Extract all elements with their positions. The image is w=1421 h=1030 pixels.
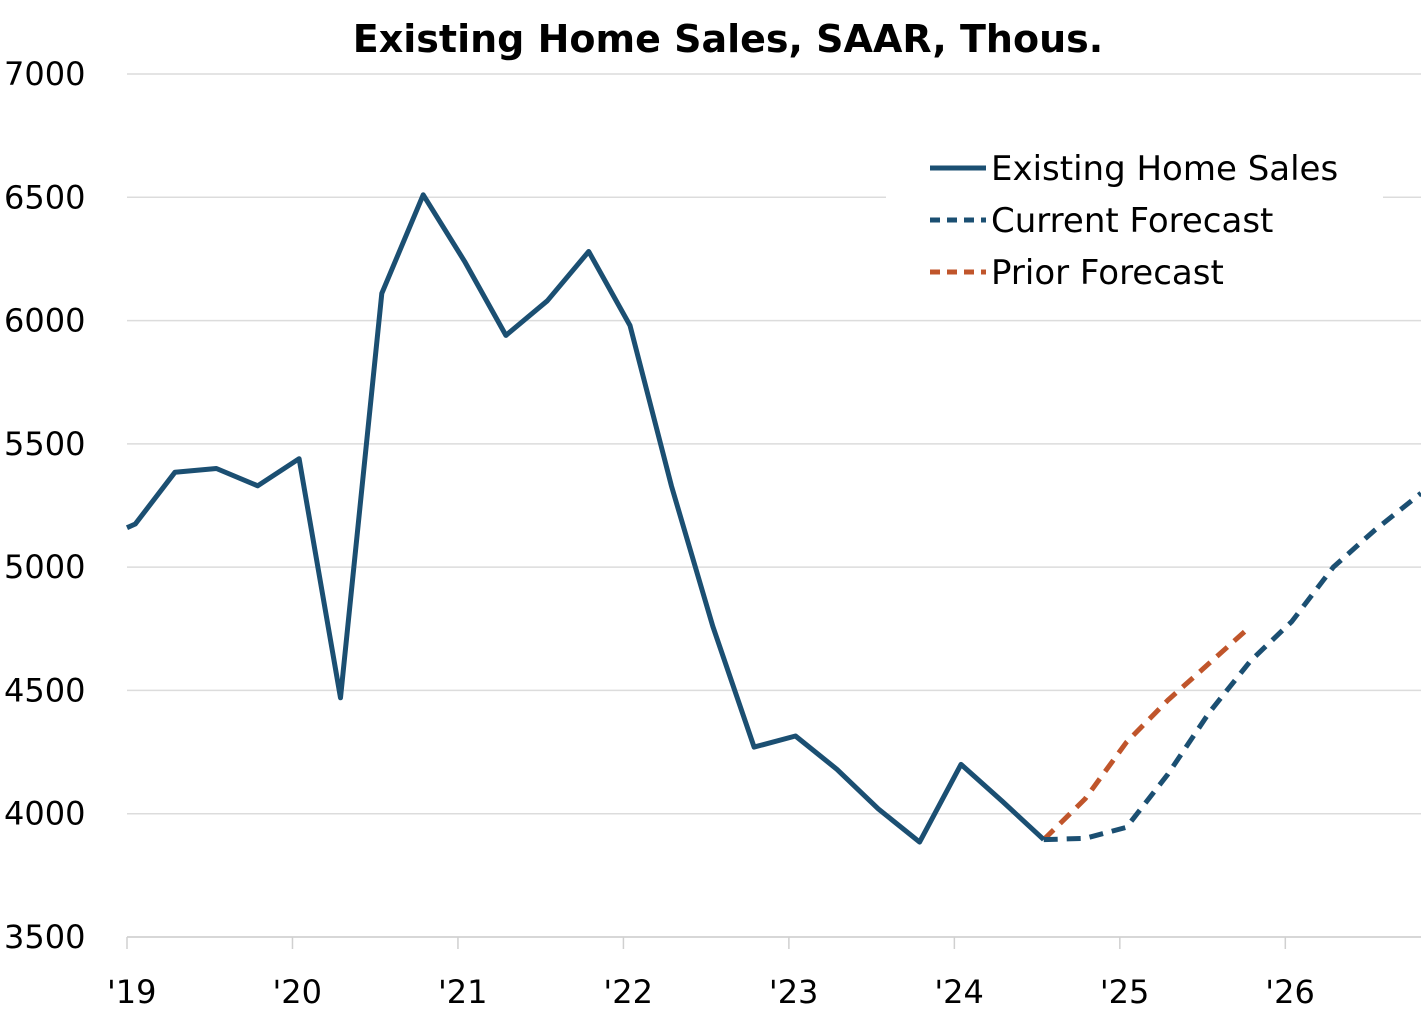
y-tick-label: 5000 (4, 548, 85, 586)
y-tick-label: 7000 (4, 55, 85, 93)
x-axis: '19 '20 '21 '22 '23 '24 '25 '26 (107, 936, 1421, 1011)
legend: Existing Home Sales Current Forecast Prior… (886, 140, 1383, 305)
x-tick-label: '24 (934, 973, 984, 1011)
legend-label: Existing Home Sales (991, 149, 1338, 189)
x-tick-label: '19 (107, 973, 157, 1011)
x-tick-label: '21 (438, 973, 488, 1011)
x-tick-label: '22 (603, 973, 653, 1011)
x-tick-label: '23 (769, 973, 819, 1011)
chart-title: Existing Home Sales, SAAR, Thous. (353, 17, 1103, 61)
plot-area (125, 192, 1421, 845)
series-line-current-forecast (1043, 491, 1421, 843)
y-tick-label: 6500 (4, 178, 85, 216)
y-tick-label: 4000 (4, 795, 85, 833)
y-tick-label: 3500 (4, 918, 85, 956)
y-tick-label: 4500 (4, 671, 85, 709)
x-tick-label: '26 (1265, 973, 1315, 1011)
y-tick-label: 6000 (4, 302, 85, 340)
series-line-existing-home-sales (125, 192, 1046, 845)
legend-label: Prior Forecast (991, 253, 1224, 293)
y-axis: 7000 6500 6000 5500 5000 4500 4000 3500 (4, 55, 85, 956)
x-tick-label: '20 (272, 973, 322, 1011)
legend-label: Current Forecast (991, 201, 1273, 241)
y-tick-label: 5500 (4, 425, 85, 463)
x-tick-label: '25 (1100, 973, 1150, 1011)
series-line-prior-forecast (1041, 624, 1253, 842)
